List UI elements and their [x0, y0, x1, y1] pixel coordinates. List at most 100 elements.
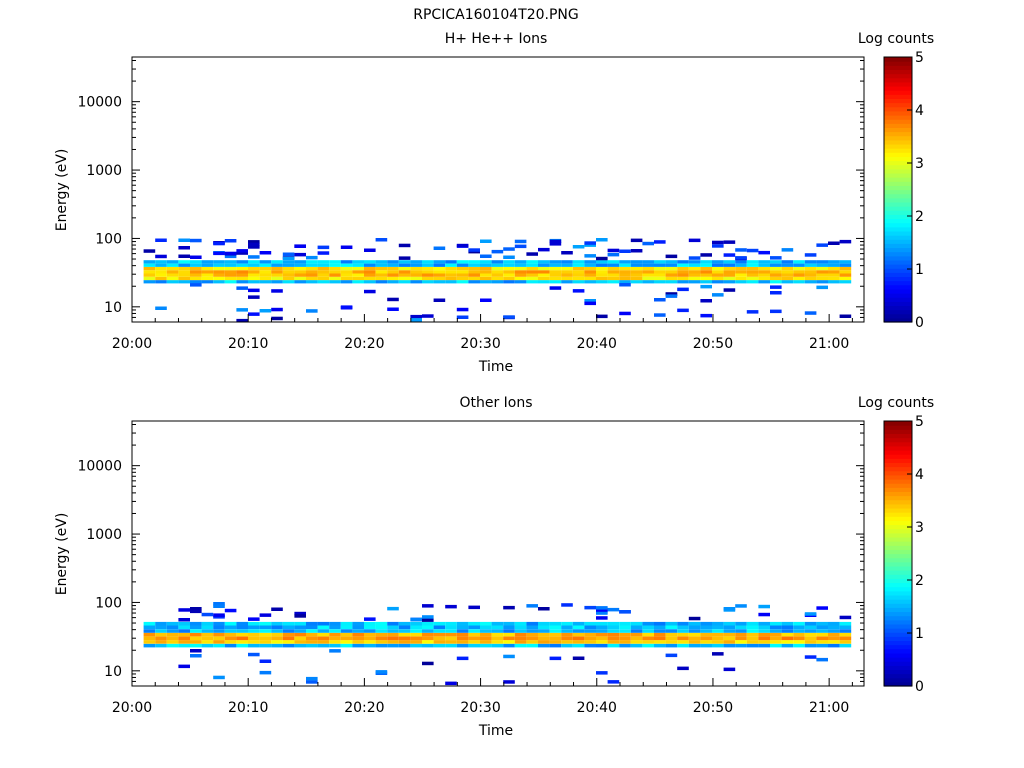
heatmap-cell	[201, 612, 214, 617]
heatmap-cell	[213, 270, 225, 274]
colorbar-segment	[884, 143, 912, 149]
heatmap-cell	[259, 613, 272, 617]
heatmap-cell	[630, 249, 643, 253]
heatmap-cell	[793, 640, 805, 644]
heatmap-cell	[445, 604, 457, 609]
heatmap-cell	[271, 643, 283, 648]
heatmap-cell	[828, 263, 840, 267]
colorbar-segment	[884, 268, 912, 273]
heatmap-cell	[538, 636, 550, 641]
colorbar-segment	[884, 85, 912, 91]
heatmap-cell	[503, 654, 515, 659]
heatmap-cell	[677, 632, 689, 637]
heatmap-cell	[340, 621, 353, 626]
heatmap-cell	[306, 632, 318, 637]
heatmap-cell	[596, 276, 608, 281]
heatmap-cell	[410, 629, 422, 633]
colorbar-segment	[884, 127, 912, 133]
colorbar-tick-label: 5	[915, 50, 924, 66]
heatmap-cell	[480, 625, 492, 630]
heatmap-cell	[816, 260, 828, 264]
heatmap-cell	[538, 632, 550, 637]
heatmap-cell	[398, 260, 411, 264]
heatmap-cells	[143, 602, 852, 686]
heatmap-cell	[781, 621, 794, 626]
heatmap-cell	[224, 280, 237, 284]
heatmap-cell	[584, 260, 596, 264]
heatmap-cell	[375, 276, 388, 281]
heatmap-cell	[561, 251, 573, 255]
colorbar-segment	[884, 458, 912, 464]
colorbar-tick-label: 5	[915, 414, 924, 430]
heatmap-cell	[352, 270, 364, 274]
heatmap-cell	[700, 284, 712, 289]
heatmap-cell	[282, 270, 295, 274]
heatmap-cell	[433, 276, 446, 281]
colorbar-segment	[884, 421, 912, 426]
heatmap-cell	[572, 260, 585, 264]
heatmap-cell	[828, 276, 840, 281]
heatmap-cell	[190, 625, 202, 630]
heatmap-cell	[445, 263, 457, 267]
heatmap-cell	[155, 238, 167, 242]
heatmap-cell	[422, 263, 434, 267]
heatmap-cell	[758, 260, 770, 264]
heatmap-cell	[236, 643, 248, 648]
heatmap-cell	[735, 280, 747, 284]
heatmap-cell	[224, 263, 237, 267]
heatmap-cell	[410, 280, 422, 284]
heatmap-cell	[770, 640, 782, 644]
heatmap-cell	[155, 254, 167, 259]
heatmap-cell	[468, 248, 480, 252]
heatmap-cell	[538, 629, 550, 633]
heatmap-cell	[619, 640, 631, 644]
heatmap-cell	[630, 629, 643, 633]
heatmap-cell	[723, 276, 736, 281]
heatmap-cell	[572, 632, 585, 637]
heatmap-cell	[456, 263, 469, 267]
heatmap-cell	[294, 636, 306, 641]
heatmap-cell	[793, 629, 805, 633]
heatmap-cell	[491, 629, 504, 633]
heatmap-cell	[248, 632, 260, 637]
x-tick-label: 20:50	[693, 336, 733, 352]
heatmap-cell	[688, 276, 701, 281]
heatmap-cell	[596, 616, 608, 620]
heatmap-cell	[364, 640, 376, 644]
heatmap-cell	[781, 640, 794, 644]
heatmap-cell	[375, 273, 388, 277]
x-tick-label: 20:40	[577, 700, 617, 716]
heatmap-cell	[630, 238, 643, 243]
heatmap-cell	[166, 640, 179, 644]
heatmap-cell	[213, 632, 225, 637]
colorbar-tick-label: 2	[915, 573, 924, 589]
heatmap-cell	[387, 632, 399, 637]
heatmap-cell	[387, 307, 399, 311]
heatmap-cell	[688, 629, 701, 633]
heatmap-cell	[340, 632, 353, 637]
heatmap-cell	[143, 276, 156, 281]
heatmap-cell	[654, 240, 666, 244]
colorbar-segment	[884, 230, 912, 236]
heatmap-cell	[178, 640, 190, 644]
colorbar: 0 1 2 3 4 5	[883, 50, 924, 331]
colorbar-segment	[884, 106, 912, 112]
heatmap-cell	[793, 632, 805, 637]
heatmap-cell	[572, 643, 585, 648]
heatmap-cell	[630, 266, 643, 271]
heatmap-cell	[143, 249, 156, 253]
heatmap-cell	[677, 287, 689, 292]
heatmap-cell	[422, 615, 434, 619]
colorbar-segment	[884, 172, 912, 178]
heatmap-cell	[329, 273, 341, 277]
y-axis-label: Energy (eV)	[54, 513, 70, 596]
heatmap-cell	[723, 636, 736, 641]
heatmap-cell	[143, 636, 156, 641]
colorbar-segment	[884, 524, 912, 530]
heatmap-cell	[317, 643, 330, 648]
heatmap-cell	[317, 260, 330, 264]
heatmap-cell	[735, 263, 747, 267]
heatmap-cell	[828, 260, 840, 264]
heatmap-cell	[190, 629, 202, 633]
heatmap-cell	[804, 632, 817, 637]
